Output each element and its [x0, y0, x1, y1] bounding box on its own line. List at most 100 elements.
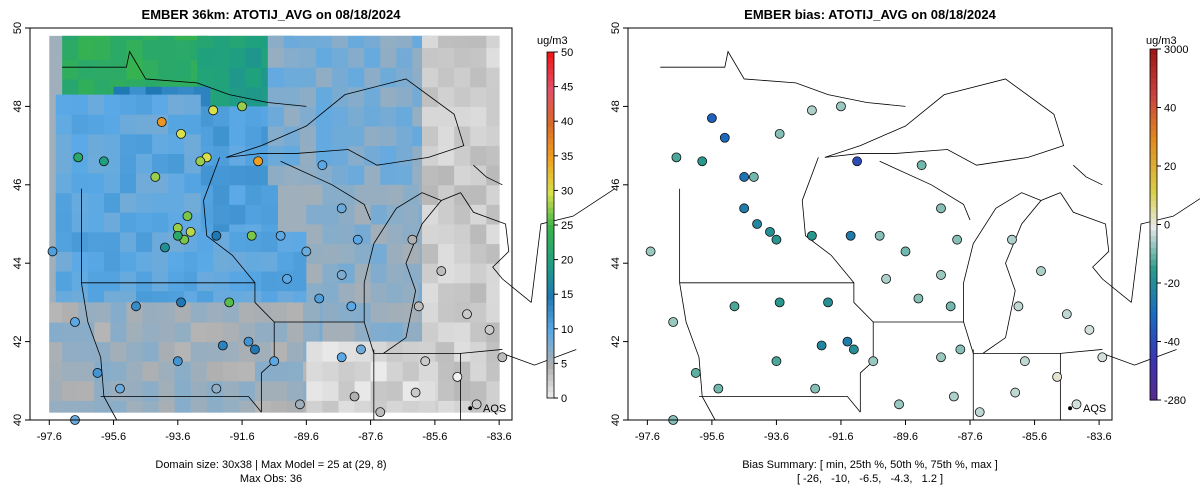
colorbar-swatch — [547, 265, 554, 272]
model-cell — [454, 67, 471, 88]
colorbar-swatch — [1150, 142, 1157, 150]
model-cell — [238, 380, 256, 401]
monitor-point — [407, 234, 418, 245]
monitor-point — [774, 297, 785, 308]
model-cell — [454, 263, 471, 284]
model-cell — [245, 204, 262, 225]
model-cell — [299, 106, 317, 127]
x-tick-label: -87.6 — [358, 431, 383, 443]
model-cell — [386, 204, 404, 225]
monitor-point — [1010, 387, 1021, 398]
colorbar-swatch — [547, 103, 554, 111]
model-cell — [136, 114, 153, 135]
colorbar-swatch — [1150, 341, 1157, 348]
colorbar-swatch — [1150, 177, 1157, 185]
boundary-line — [982, 192, 1061, 354]
model-cell — [213, 86, 230, 107]
colorbar-swatch — [547, 351, 554, 359]
model-cell — [142, 302, 160, 323]
model-cell — [110, 35, 127, 41]
model-cell — [370, 243, 388, 264]
model-cell — [486, 263, 500, 284]
model-cell — [306, 224, 323, 245]
model-cell — [190, 400, 208, 413]
monitor-point — [224, 297, 235, 308]
model-cell — [119, 271, 137, 292]
model-cell — [470, 145, 487, 166]
model-cell — [254, 302, 272, 323]
model-cell — [380, 67, 397, 88]
monitor-point — [462, 309, 472, 320]
model-cell — [486, 204, 500, 225]
model-cell — [94, 400, 111, 413]
model-cell — [254, 380, 272, 401]
model-cell — [103, 173, 121, 194]
model-cell — [213, 184, 230, 205]
model-cell — [299, 145, 317, 166]
monitor-point — [99, 156, 109, 167]
model-cell — [103, 251, 121, 272]
model-cell — [71, 173, 89, 194]
x-tick-label: -83.6 — [487, 431, 512, 443]
monitor-point — [47, 246, 58, 257]
model-cell — [418, 380, 436, 401]
model-cell — [55, 94, 73, 115]
colorbar-swatch — [547, 230, 554, 238]
model-cell — [152, 153, 169, 174]
colorbar-swatch — [1150, 364, 1157, 372]
monitor-point — [160, 242, 170, 253]
monitor-point — [484, 324, 495, 335]
monitor-point — [936, 270, 946, 280]
model-cell — [267, 67, 285, 88]
model-cell — [486, 224, 500, 245]
model-cell — [338, 322, 356, 343]
model-cell — [55, 231, 73, 252]
colorbar-swatch — [547, 357, 554, 364]
y-tick-label: 44 — [610, 257, 622, 269]
colorbar-swatch — [1150, 160, 1157, 167]
model-cell — [354, 243, 372, 264]
model-cell — [470, 302, 487, 323]
colorbar-swatch — [547, 299, 554, 307]
colorbar-swatch — [547, 196, 554, 203]
monitor-point — [269, 356, 280, 367]
model-cell — [213, 251, 230, 272]
model-cell — [271, 380, 288, 401]
model-cell — [254, 400, 272, 413]
model-cell — [229, 184, 246, 205]
model-cell — [315, 35, 333, 49]
model-cell — [486, 341, 500, 362]
model-cell — [486, 47, 500, 68]
model-cell — [136, 133, 153, 154]
monitor-point — [1013, 301, 1024, 312]
model-cell — [348, 126, 365, 147]
model-cell — [78, 78, 95, 100]
colorbar-tick-label: 5 — [561, 358, 567, 370]
boundary-line — [824, 78, 1065, 166]
model-cell — [197, 165, 214, 186]
model-cell — [190, 380, 208, 401]
model-cell — [315, 47, 333, 68]
model-cell — [402, 282, 420, 303]
monitor-point — [150, 172, 161, 182]
model-cell — [126, 400, 143, 413]
model-cell — [78, 35, 95, 41]
model-cell — [322, 282, 339, 303]
model-cell — [454, 126, 471, 147]
left-panel: EMBER 36km: ATOTIJ_AVG on 08/18/2024 -97… — [12, 7, 616, 485]
right-bias-points — [645, 101, 1108, 425]
boundary-line — [1060, 192, 1132, 303]
colorbar-swatch — [1150, 247, 1157, 255]
monitor-point — [719, 132, 730, 143]
model-cell — [396, 86, 413, 107]
model-cell — [229, 165, 246, 186]
model-cell — [267, 47, 285, 68]
model-cell — [229, 47, 246, 68]
model-cell — [110, 59, 127, 80]
colorbar-swatch — [547, 305, 554, 313]
model-cell — [386, 400, 404, 413]
model-cell — [283, 86, 301, 107]
y-tick-label: 46 — [12, 179, 24, 191]
monitor-point — [211, 230, 222, 241]
monitor-point — [836, 101, 846, 112]
